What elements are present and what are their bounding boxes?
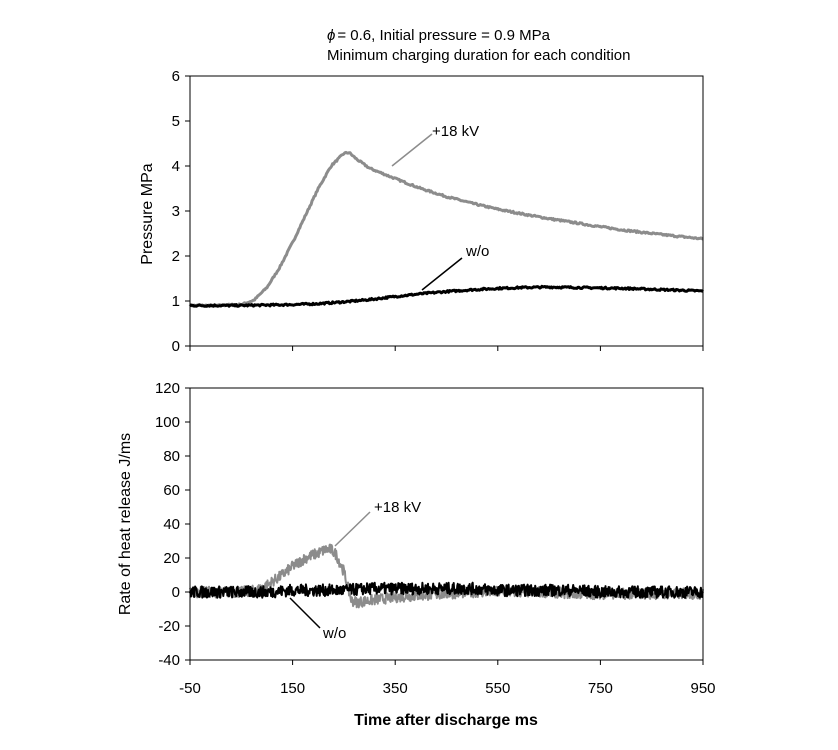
heat-release-y-tick-label: 80 [163, 448, 180, 465]
heat-release-label-wo: w/o [322, 625, 346, 642]
pressure-y-tick-label: 6 [172, 68, 180, 85]
x-tick-label: 750 [588, 680, 613, 697]
heat-release-series-18kv [189, 543, 704, 609]
x-axis-label: Time after discharge ms [354, 712, 538, 729]
pressure-x-ticks [189, 346, 704, 351]
pressure-label-wo: w/o [465, 243, 489, 260]
heat-release-annotation-18kv: +18 kV [334, 499, 421, 547]
chart-title-line1: ϕ = 0.6, Initial pressure = 0.9 MPa [327, 27, 551, 44]
heat-release-y-tick-label: -40 [158, 652, 180, 669]
pressure-plot-frame [189, 75, 704, 347]
heat-release-leader-18kv [334, 511, 371, 547]
heat-release-y-tick-label: -20 [158, 618, 180, 635]
heat-release-series [189, 543, 704, 609]
x-tick-label: 150 [280, 680, 305, 697]
heat-release-label-18kv: +18 kV [374, 499, 421, 516]
heat-release-y-tick-label: 60 [163, 482, 180, 499]
x-tick-label: 950 [690, 680, 715, 697]
pressure-label-18kv: +18 kV [432, 123, 479, 140]
pressure-y-tick-label: 1 [172, 293, 180, 310]
x-tick-label: 550 [485, 680, 510, 697]
heat-release-leader-wo [289, 597, 321, 629]
x-tick-label: -50 [179, 680, 201, 697]
x-tick-label: 350 [383, 680, 408, 697]
chart-title-line2: Minimum charging duration for each condi… [327, 47, 631, 64]
pressure-panel: Pressure MPa 0 1 2 3 4 5 6 +18 kV w/o [139, 68, 704, 355]
pressure-leader-18kv [391, 133, 433, 167]
heat-release-plot-frame [189, 387, 704, 661]
pressure-y-tick-label: 0 [172, 338, 180, 355]
pressure-y-tick-label: 2 [172, 248, 180, 265]
pressure-y-tick-label: 4 [172, 158, 180, 175]
pressure-series [188, 150, 704, 308]
heat-release-annotation-wo: w/o [289, 597, 346, 642]
heat-release-y-tick-label: 20 [163, 550, 180, 567]
pressure-y-ticks: 0 1 2 3 4 5 6 [172, 68, 190, 355]
heat-release-series-wo [189, 581, 704, 599]
heat-release-y-tick-label: 100 [155, 414, 180, 431]
heat-release-y-tick-label: 40 [163, 516, 180, 533]
phi-symbol: ϕ [327, 27, 335, 44]
heat-release-y-tick-label: 120 [155, 380, 180, 397]
pressure-y-tick-label: 5 [172, 113, 180, 130]
pressure-annotation-wo: w/o [421, 243, 489, 291]
heat-release-y-tick-label: 0 [172, 584, 180, 601]
pressure-y-tick-label: 3 [172, 203, 180, 220]
pressure-series-wo [189, 284, 704, 308]
heat-release-y-ticks: -40 -20 0 20 40 60 80 100 120 [155, 380, 190, 669]
pressure-y-axis-label: Pressure MPa [139, 163, 156, 264]
heat-release-y-axis-label: Rate of heat release J/ms [117, 433, 134, 615]
pressure-series-18kv [188, 150, 704, 308]
heat-release-x-ticks: -50 150 350 550 750 950 [179, 660, 716, 697]
pressure-annotation-18kv: +18 kV [391, 123, 479, 167]
pressure-leader-wo [421, 257, 463, 291]
heat-release-panel: Rate of heat release J/ms -40 -20 0 20 40 60 8… [117, 380, 716, 729]
